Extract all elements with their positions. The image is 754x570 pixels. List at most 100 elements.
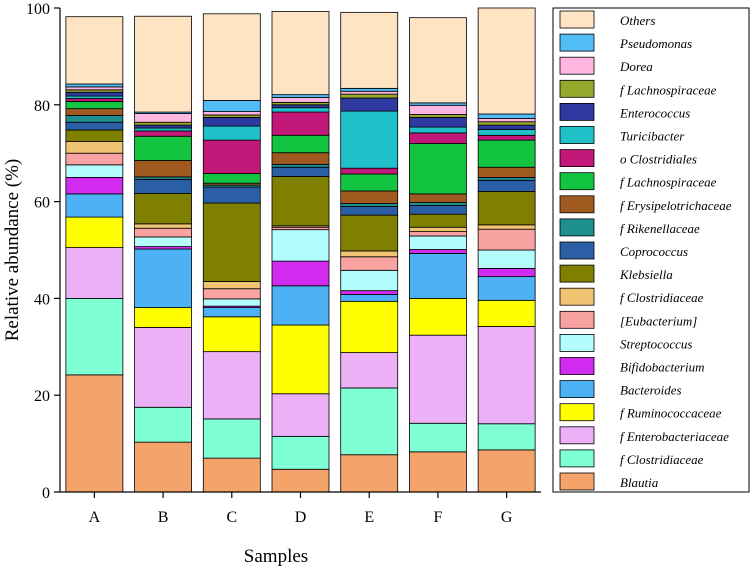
bar-segment-B-6 (134, 236, 192, 248)
legend-swatch (559, 172, 595, 191)
bar-segment-E-8 (340, 250, 399, 258)
bar-segment-A-8 (65, 141, 124, 154)
legend-label: Bacteroides (620, 383, 682, 398)
bar-segment-D-1 (271, 435, 330, 470)
bar-segment-G-0 (477, 449, 536, 493)
bar-segment-D-6 (271, 229, 330, 262)
legend-label: f Rikenellaceae (620, 221, 700, 236)
bar-segment-D-4 (271, 285, 330, 326)
bar-segment-G-17 (477, 121, 536, 126)
bar-segment-E-19 (340, 87, 399, 92)
bar-segment-E-9 (340, 214, 399, 252)
y-tick-label: 60 (34, 195, 50, 212)
bar-segment-G-1 (477, 423, 536, 451)
bar-segment-F-7 (409, 231, 467, 237)
bar-segment-A-4 (65, 193, 124, 218)
bar-segment-D-11 (271, 163, 330, 168)
bar-segment-G-15 (477, 129, 536, 136)
bar-segment-G-11 (477, 176, 536, 181)
bar-segment-G-6 (477, 249, 536, 269)
bar-segment-D-5 (271, 260, 330, 287)
legend-swatch (559, 10, 595, 29)
bar-segment-G-14 (477, 134, 536, 141)
bar-segment-C-0 (202, 457, 261, 493)
bar-segment-F-16 (409, 116, 467, 128)
legend: Others Pseudomonas Dorea f Lachnospiraceae E… (552, 7, 750, 493)
bar-segment-A-11 (65, 115, 124, 123)
bar-segment-A-2 (65, 247, 124, 299)
bar-segment-D-13 (271, 134, 330, 154)
legend-swatch (559, 33, 595, 52)
x-tick-label: C (226, 509, 237, 526)
bar-segment-G-9 (477, 191, 536, 226)
bar-segment-C-3 (202, 316, 261, 353)
legend-label: o Clostridiales (620, 152, 697, 167)
bar-segment-F-11 (409, 202, 467, 206)
bar-segment-E-16 (340, 97, 399, 112)
bar-segment-C-8 (202, 281, 261, 290)
bar-segment-E-3 (340, 300, 399, 353)
x-axis-label: Samples (244, 546, 308, 567)
legend-swatch (559, 449, 595, 468)
legend-label: [Eubacterium] (620, 313, 697, 328)
bar-segment-G-5 (477, 267, 536, 278)
bar-segment-G-18 (477, 117, 536, 123)
bar-segment-C-19 (202, 100, 261, 112)
legend-label: Enterococcus (619, 105, 690, 120)
bar-segment-F-4 (409, 252, 467, 299)
bar-segment-F-5 (409, 249, 467, 254)
bar-segment-G-16 (477, 124, 536, 130)
bar-segment-E-18 (340, 90, 399, 95)
x-tick-label: D (295, 509, 307, 526)
legend-label: f Ruminococcaceae (620, 406, 722, 421)
bar-segment-C-6 (202, 298, 261, 307)
bar-segment-G-10 (477, 179, 536, 192)
y-axis-label: Relative abundance (%) (2, 159, 23, 342)
y-ticks: 0 20 40 60 80 100 (26, 1, 60, 502)
bar-segment-C-1 (202, 418, 261, 459)
bar-segment-F-8 (409, 226, 467, 233)
legend-swatch (559, 56, 595, 75)
bars-layer (65, 7, 536, 493)
bar-segment-A-9 (65, 129, 124, 142)
bar-segment-E-4 (340, 294, 399, 302)
bar-segment-A-6 (65, 164, 124, 178)
bar-segment-B-18 (134, 113, 192, 123)
bar-segment-E-10 (340, 206, 399, 216)
legend-swatch (559, 218, 595, 237)
bar-segment-C-4 (202, 307, 261, 318)
bar-segment-D-3 (271, 324, 330, 395)
bar-segment-A-0 (65, 374, 124, 493)
bar-segment-D-20 (271, 10, 330, 96)
bar-segment-F-10 (409, 205, 467, 215)
bar-segment-A-20 (65, 16, 124, 85)
bar-segment-E-20 (340, 11, 399, 89)
bar-segment-E-11 (340, 203, 399, 207)
bar-segment-F-1 (409, 422, 467, 453)
bar-segment-F-14 (409, 132, 467, 144)
legend-swatch (559, 357, 595, 375)
legend-label: Blautia (620, 475, 659, 490)
legend-label: Others (620, 13, 655, 28)
bar-segment-D-10 (271, 166, 330, 177)
bar-segment-B-10 (134, 178, 192, 194)
bar-segment-F-2 (409, 334, 467, 424)
bar-segment-B-15 (134, 127, 192, 132)
bar-segment-A-16 (65, 91, 124, 97)
bar-segment-C-14 (202, 139, 261, 174)
legend-label: Dorea (619, 59, 653, 74)
bar-segment-B-3 (134, 307, 192, 328)
bar-segment-G-8 (477, 224, 536, 230)
bar-segment-B-1 (134, 406, 192, 443)
bar-segment-E-17 (340, 93, 399, 99)
bar-segment-B-4 (134, 248, 192, 308)
bar-segment-E-1 (340, 387, 399, 456)
bar-segment-G-12 (477, 166, 536, 178)
legend-label: f Clostridiaceae (620, 290, 704, 305)
legend-swatch (559, 264, 595, 283)
bar-segment-D-19 (271, 94, 330, 98)
bar-segment-F-15 (409, 126, 467, 134)
legend-label: Streptococcus (620, 336, 692, 351)
y-tick-label: 80 (34, 98, 50, 115)
